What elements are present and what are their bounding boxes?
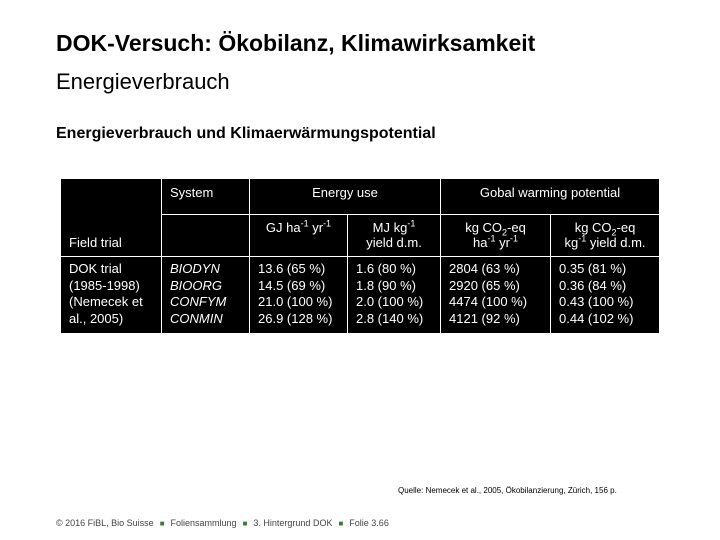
system-name: BIOORG [170,277,223,293]
system-name: CONMIN [170,310,223,326]
co2-ha-value: 4121 (92 %) [449,310,520,326]
field-trial-line: al., 2005) [69,310,124,326]
slide-title: DOK-Versuch: Ökobilanz, Klimawirksamkeit [56,30,536,56]
mj-value: 1.8 (90 %) [356,277,416,293]
field-trial-line: (Nemecek et [69,294,143,309]
footer-slide-number: Folie 3.66 [349,518,389,528]
header-energy-use: Energy use [248,178,442,215]
cell-co2-ha-values: 2804 (63 %) 2920 (65 %) 4474 (100 %) 412… [440,256,552,334]
cell-systems: BIODYN BIOORG CONFYM CONMIN [161,256,250,334]
co2-ha-value: 4474 (100 %) [449,294,528,309]
footer-chapter: 3. Hintergrund DOK [253,518,333,528]
footer-collection: Foliensammlung [170,518,237,528]
cell-field-trial: DOK trial (1985-1998) (Nemecek et al., 2… [60,256,162,334]
section-heading: Energieverbrauch und Klimaerwärmungspote… [56,125,436,142]
gj-value: 13.6 (65 %) [258,261,326,276]
cell-co2-kg-values: 0.35 (81 %) 0.36 (84 %) 0.43 (100 %) 0.4… [550,256,661,334]
separator-square-icon: ■ [242,519,248,528]
mj-value: 1.6 (80 %) [356,261,416,276]
unit-co2-kg-line2: kg-1 yield d.m. [564,233,646,250]
unit-mj-line1: MJ kg-1 [372,218,416,235]
footer: © 2016 FiBL, Bio Suisse ■ Foliensammlung ■ 3… [56,518,389,528]
unit-co2-kg: kg CO2-eq kg-1 yield d.m. [550,214,661,257]
header-system: System [161,178,250,215]
mj-value: 2.8 (140 %) [356,310,424,326]
gj-value: 14.5 (69 %) [258,277,326,293]
data-row: DOK trial (1985-1998) (Nemecek et al., 2… [60,256,661,334]
gj-value: 21.0 (100 %) [258,294,333,309]
co2-kg-value: 0.36 (84 %) [559,277,627,293]
unit-mj: MJ kg-1 yield d.m. [346,214,442,257]
unit-co2-ha-line2: ha-1 yr-1 [473,233,518,250]
system-name: BIODYN [170,261,220,276]
unit-gj-line: GJ ha-1 yr-1 [265,218,332,235]
slide-subtitle: Energieverbrauch [56,69,230,94]
unit-co2-ha-line1: kg CO2-eq [465,220,526,238]
system-name: CONFYM [170,294,227,309]
co2-ha-value: 2920 (65 %) [449,277,520,293]
source-citation: Quelle: Nemecek et al., 2005, Ökobilanzi… [398,486,617,495]
unit-mj-line2: yield d.m. [366,235,422,250]
field-trial-line: DOK trial [69,261,122,276]
units-row: GJ ha-1 yr-1 MJ kg-1 yield d.m. kg CO2-e… [61,214,661,257]
unit-gj: GJ ha-1 yr-1 [249,214,348,257]
header-row: Field trial System Energy use Gobal warm… [60,178,661,257]
footer-copyright: © 2016 FiBL, Bio Suisse [56,518,154,528]
gj-value: 26.9 (128 %) [258,310,333,326]
separator-square-icon: ■ [159,519,165,528]
separator-square-icon: ■ [338,519,344,528]
mj-value: 2.0 (100 %) [356,294,424,309]
cell-gj-values: 13.6 (65 %) 14.5 (69 %) 21.0 (100 %) 26.… [249,256,348,334]
co2-kg-value: 0.44 (102 %) [559,310,634,326]
header-gwp: Gobal warming potential [440,178,661,215]
data-table-container: Field trial System Energy use Gobal warm… [60,178,661,334]
co2-kg-value: 0.35 (81 %) [559,261,627,276]
unit-co2-ha: kg CO2-eq ha-1 yr-1 [440,214,552,257]
co2-ha-value: 2804 (63 %) [449,261,520,276]
field-trial-line: (1985-1998) [69,277,140,293]
header-field-trial: Field trial [60,178,162,257]
cell-mj-values: 1.6 (80 %) 1.8 (90 %) 2.0 (100 %) 2.8 (1… [346,256,442,334]
unit-co2-kg-line1: kg CO2-eq [574,220,636,238]
units-system-blank [161,214,250,257]
co2-kg-value: 0.43 (100 %) [559,294,634,309]
energy-gwp-table: Field trial System Energy use Gobal warm… [60,178,661,334]
